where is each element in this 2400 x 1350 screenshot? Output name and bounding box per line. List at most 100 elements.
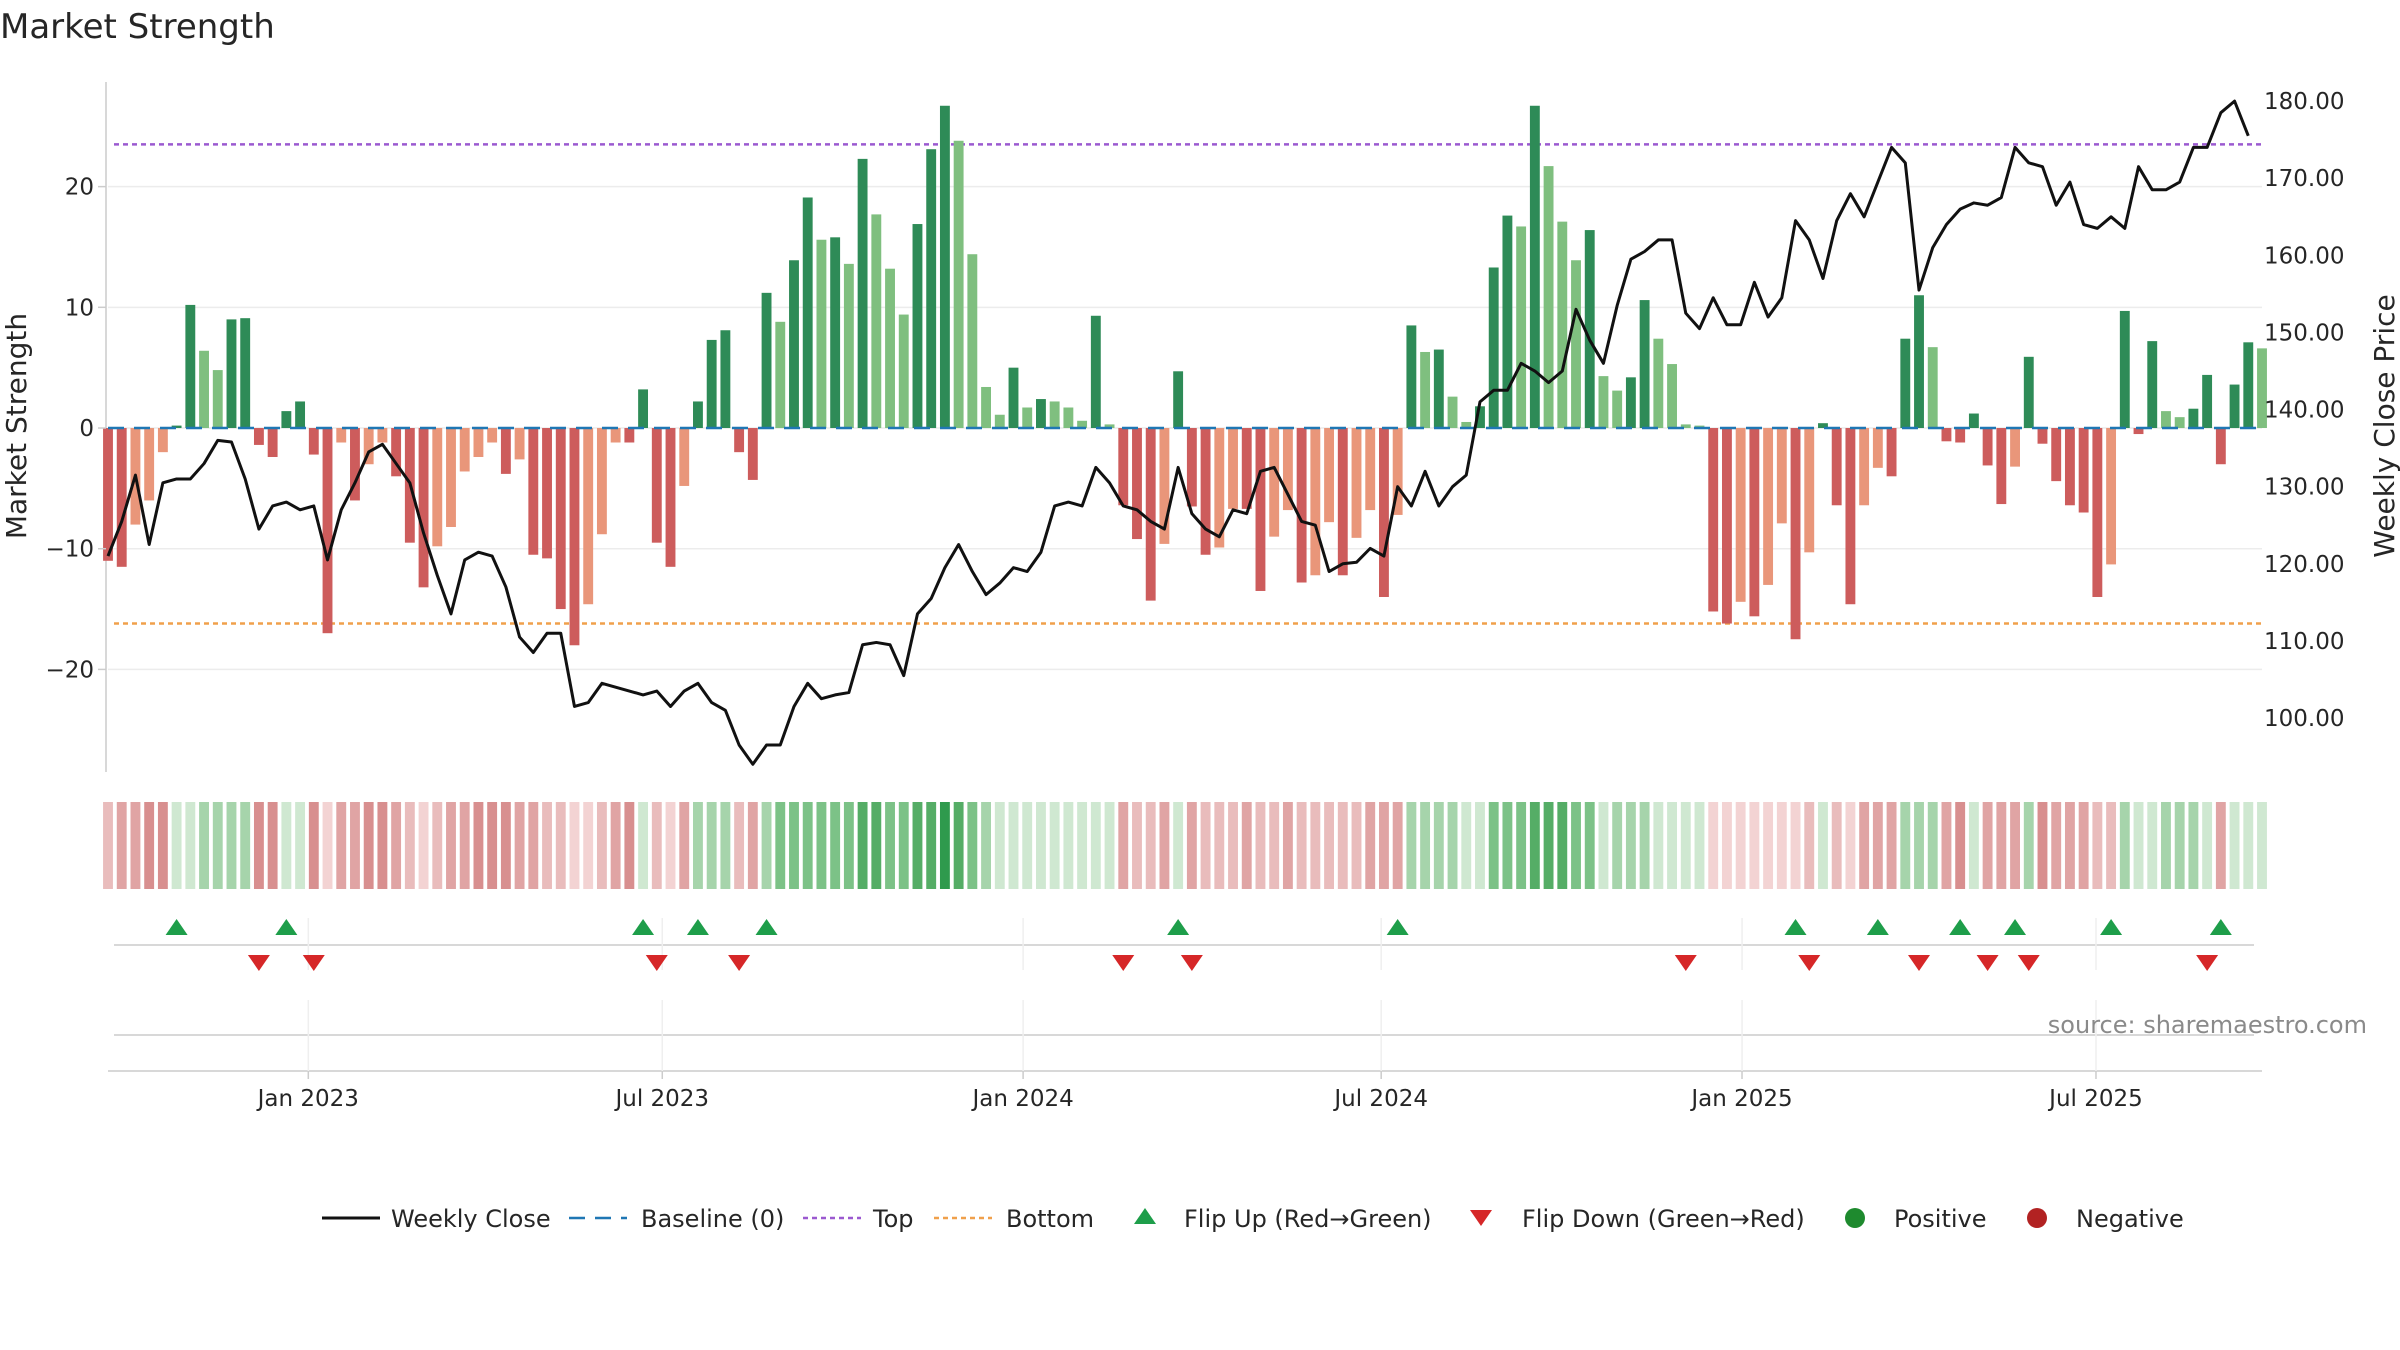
strength-bar-55 [857, 158, 868, 429]
strength-bar-25 [446, 428, 456, 527]
heat-cell-77 [1159, 802, 1170, 889]
strength-bar-79 [1186, 428, 1197, 507]
heat-cell-15 [308, 802, 319, 889]
heat-cell-2 [130, 802, 141, 889]
heat-cell-138 [1996, 802, 2007, 889]
strength-bar-122 [1776, 428, 1787, 524]
heat-cell-9 [226, 802, 237, 889]
flip-down-marker-9 [1976, 955, 1999, 971]
heat-cell-62 [953, 802, 964, 889]
heat-cell-56 [871, 802, 882, 889]
flip-up-marker-8 [1866, 919, 1889, 935]
strength-bar-46 [734, 428, 745, 453]
legend-label-negative: Negative [2076, 1205, 2184, 1233]
strength-bar-125 [1818, 423, 1828, 429]
weekly-close-path [106, 99, 2250, 766]
left-tick-label-2: 0 [79, 416, 94, 442]
strength-bar-118 [1721, 428, 1732, 624]
heat-cell-75 [1132, 802, 1142, 889]
heat-cell-118 [1721, 802, 1732, 889]
heat-cell-41 [665, 802, 676, 889]
strength-bar-45 [720, 330, 731, 429]
heat-cell-39 [638, 802, 649, 889]
heat-cell-23 [418, 802, 429, 889]
strength-bar-23 [418, 428, 429, 588]
date-tick-label-4: Jan 2025 [1689, 1086, 1792, 1112]
heat-cell-111 [1625, 802, 1636, 889]
strength-bar-136 [1968, 413, 1979, 429]
strength-bar-86 [1282, 428, 1293, 511]
strength-bar-3 [144, 428, 155, 501]
heat-cell-151 [2174, 802, 2185, 889]
source-note: source: sharemaestro.com [2048, 1011, 2367, 1039]
strength-bar-143 [2064, 428, 2075, 506]
heat-cell-24 [432, 802, 443, 889]
heat-cell-3 [144, 802, 155, 889]
heat-cell-142 [2051, 802, 2062, 889]
flip-up-marker-3 [686, 919, 709, 935]
heat-cell-10 [240, 802, 251, 889]
heat-cell-32 [542, 802, 552, 889]
strength-bar-26 [459, 428, 470, 472]
heat-cell-29 [500, 802, 511, 889]
strength-bar-74 [1118, 428, 1129, 506]
heat-cell-25 [446, 802, 456, 889]
legend-label-baseline: Baseline (0) [641, 1205, 784, 1233]
date-axis-ticks: Jan 2023 Jul 2023 Jan 2024 Jul 2024 Jan 2025… [256, 1071, 2143, 1112]
heat-cell-57 [885, 802, 895, 889]
heat-cell-0 [103, 802, 113, 889]
strength-bar-145 [2092, 428, 2103, 597]
strength-bar-134 [1941, 428, 1952, 442]
strength-bar-60 [926, 149, 937, 429]
heat-cell-90 [1337, 802, 1348, 889]
heat-cell-128 [1859, 802, 1870, 889]
heat-cell-104 [1529, 802, 1540, 889]
heat-cell-4 [157, 802, 168, 889]
heat-cell-156 [2243, 802, 2254, 889]
heat-cell-37 [610, 802, 621, 889]
heat-cell-105 [1543, 802, 1554, 889]
strength-bar-16 [322, 428, 333, 634]
strength-bar-89 [1324, 428, 1334, 523]
flip-down-marker-8 [1908, 955, 1931, 971]
date-tick-label-1: Jul 2023 [613, 1086, 709, 1112]
heat-cell-92 [1365, 802, 1376, 889]
legend-label-flip-down: Flip Down (Green→Red) [1522, 1205, 1805, 1233]
heat-cell-148 [2133, 802, 2144, 889]
strength-bar-32 [542, 428, 552, 559]
strength-bar-112 [1639, 300, 1650, 429]
strength-bar-84 [1255, 428, 1266, 591]
strength-bar-30 [514, 428, 525, 460]
strength-bar-48 [761, 292, 772, 429]
strength-bar-119 [1735, 428, 1746, 602]
heat-cell-87 [1296, 802, 1307, 889]
heat-cell-157 [2257, 802, 2267, 889]
strength-bar-49 [775, 321, 786, 429]
left-tick-label-1: 10 [65, 295, 94, 321]
strength-bar-129 [1872, 428, 1883, 468]
heat-cell-58 [898, 802, 909, 889]
date-axis-panel [108, 1000, 2262, 1072]
flip-up-marker-1 [275, 919, 298, 935]
heat-cell-108 [1584, 802, 1595, 889]
heat-cell-122 [1776, 802, 1787, 889]
heat-cell-78 [1173, 802, 1184, 889]
strength-bar-104 [1529, 105, 1540, 429]
heat-cell-127 [1845, 802, 1856, 889]
heat-cell-113 [1653, 802, 1664, 889]
strength-bar-5 [171, 425, 182, 429]
heat-cell-55 [857, 802, 868, 889]
strength-bar-61 [939, 105, 950, 429]
heat-cell-109 [1598, 802, 1609, 889]
heat-cell-5 [171, 802, 182, 889]
strength-bar-92 [1365, 428, 1376, 511]
strength-bar-120 [1749, 428, 1760, 617]
date-tick-label-2: Jan 2024 [970, 1086, 1073, 1112]
flip-up-marker-10 [2004, 919, 2027, 935]
strength-bar-12 [267, 428, 278, 457]
strength-bar-99 [1461, 421, 1472, 429]
heat-cell-129 [1872, 802, 1883, 889]
flip-down-marker-6 [1674, 955, 1697, 971]
heat-cell-14 [295, 802, 306, 889]
flip-down-marker-10 [2017, 955, 2040, 971]
